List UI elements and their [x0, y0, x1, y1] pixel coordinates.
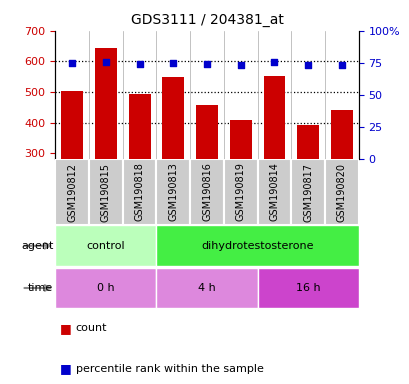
Bar: [122, 159, 156, 225]
Text: GSM190817: GSM190817: [302, 162, 312, 222]
Bar: [128, 94, 150, 159]
Bar: [156, 268, 257, 308]
Point: [203, 61, 210, 67]
Bar: [324, 159, 358, 225]
Bar: [162, 77, 184, 159]
Text: percentile rank within the sample: percentile rank within the sample: [76, 364, 263, 374]
Text: GSM190814: GSM190814: [269, 162, 279, 222]
Point: [136, 61, 143, 67]
Title: GDS3111 / 204381_at: GDS3111 / 204381_at: [130, 13, 283, 27]
Bar: [223, 159, 257, 225]
Text: GSM190820: GSM190820: [336, 162, 346, 222]
Bar: [263, 76, 285, 159]
Point: [170, 60, 176, 66]
Text: 4 h: 4 h: [198, 283, 216, 293]
Text: 16 h: 16 h: [295, 283, 320, 293]
Bar: [330, 110, 352, 159]
Bar: [257, 159, 291, 225]
Bar: [190, 159, 223, 225]
Text: count: count: [76, 323, 107, 333]
Bar: [61, 91, 83, 159]
Bar: [291, 159, 324, 225]
Point: [237, 62, 243, 68]
Bar: [156, 225, 358, 266]
Bar: [55, 225, 156, 266]
Text: GSM190816: GSM190816: [202, 162, 211, 222]
Bar: [297, 125, 318, 159]
Text: GSM190818: GSM190818: [134, 162, 144, 222]
Bar: [257, 268, 358, 308]
Bar: [95, 48, 117, 159]
Bar: [229, 121, 251, 159]
Point: [338, 62, 344, 68]
Text: GSM190813: GSM190813: [168, 162, 178, 222]
Text: GSM190812: GSM190812: [67, 162, 77, 222]
Point: [304, 62, 311, 68]
Text: 0 h: 0 h: [97, 283, 115, 293]
Text: GSM190815: GSM190815: [101, 162, 111, 222]
Bar: [55, 268, 156, 308]
Bar: [89, 159, 122, 225]
Text: time: time: [28, 283, 53, 293]
Bar: [196, 105, 218, 159]
Text: control: control: [86, 241, 125, 251]
Text: ■: ■: [59, 322, 71, 335]
Bar: [55, 159, 89, 225]
Point: [102, 58, 109, 65]
Point: [270, 58, 277, 65]
Text: dihydrotestosterone: dihydrotestosterone: [201, 241, 313, 251]
Text: GSM190819: GSM190819: [235, 162, 245, 222]
Bar: [156, 159, 190, 225]
Point: [69, 60, 75, 66]
Text: agent: agent: [21, 241, 53, 251]
Text: ■: ■: [59, 362, 71, 375]
